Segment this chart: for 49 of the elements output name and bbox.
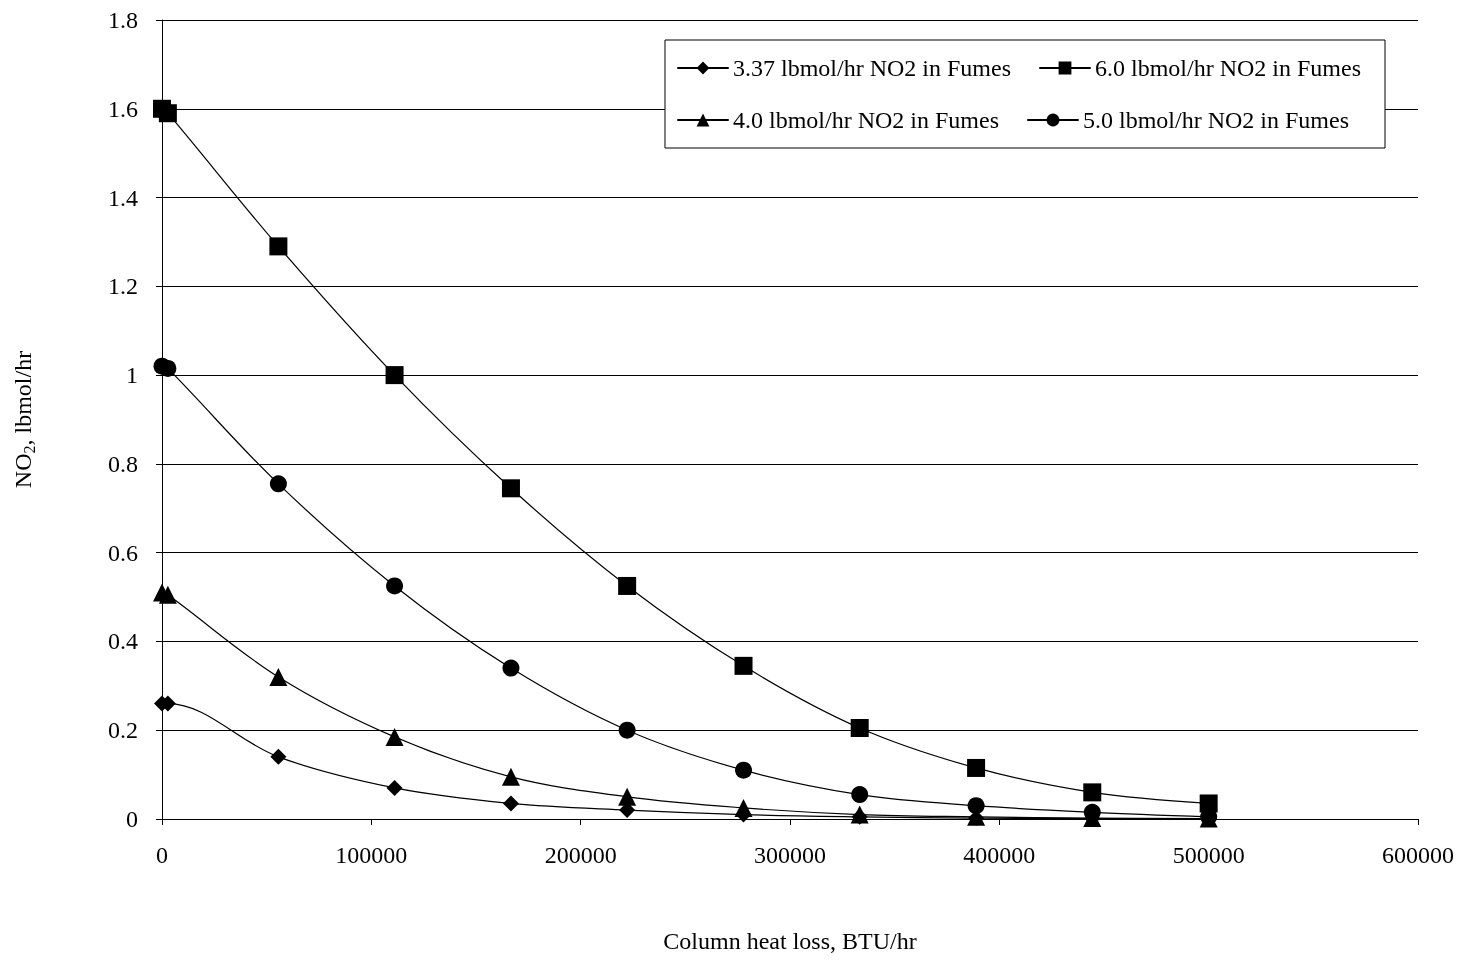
legend-label: 6.0 lbmol/hr NO2 in Fumes xyxy=(1095,55,1362,81)
y-tick-label: 0.6 xyxy=(108,539,138,566)
y-tick-label: 0.2 xyxy=(108,717,138,744)
y-tick-label: 0.4 xyxy=(108,628,138,655)
point xyxy=(270,748,287,765)
x-axis-title: Column heat loss, BTU/hr xyxy=(663,928,917,954)
point xyxy=(386,577,404,595)
y-axis-title: NO2, lbmol/hr xyxy=(10,350,38,489)
point xyxy=(159,359,177,377)
point xyxy=(850,719,869,737)
y-tick-label: 1 xyxy=(126,362,138,389)
legend-label: 4.0 lbmol/hr NO2 in Fumes xyxy=(732,107,1000,133)
y-tick-label: 0.8 xyxy=(108,450,138,477)
x-tick-label: 400000 xyxy=(963,842,1036,868)
point xyxy=(967,758,986,777)
point xyxy=(734,656,753,675)
point xyxy=(618,787,637,806)
x-tick-label: 0 xyxy=(156,842,168,868)
point xyxy=(502,795,519,812)
point xyxy=(1083,783,1102,802)
point xyxy=(269,237,288,256)
point xyxy=(269,667,288,686)
point xyxy=(967,797,985,815)
y-tick-label: 1.4 xyxy=(108,184,138,211)
point xyxy=(501,767,520,786)
point xyxy=(734,798,753,817)
legend-label: 3.37 lbmol/hr NO2 in Fumes xyxy=(732,55,1012,81)
point xyxy=(385,727,404,746)
point xyxy=(618,576,637,595)
legend-label: 5.0 lbmol/hr NO2 in Fumes xyxy=(1083,107,1350,133)
x-tick-label: 600000 xyxy=(1382,842,1454,868)
point xyxy=(501,479,520,498)
point xyxy=(385,366,404,385)
y-tick-label: 1.2 xyxy=(108,273,138,300)
point xyxy=(269,475,287,493)
x-tick-label: 200000 xyxy=(544,842,617,868)
point xyxy=(158,585,177,604)
point xyxy=(386,779,403,796)
x-tick-label: 100000 xyxy=(335,842,408,868)
point xyxy=(158,104,177,123)
point xyxy=(735,761,753,779)
y-tick-label: 0 xyxy=(126,806,138,832)
x-tick-label: 300000 xyxy=(754,842,826,868)
y-tick-label: 1.6 xyxy=(108,95,138,122)
y-tick-label: 1.8 xyxy=(108,7,138,33)
point xyxy=(851,786,869,804)
x-tick-label: 500000 xyxy=(1172,842,1245,868)
point xyxy=(502,659,520,677)
point xyxy=(618,721,636,739)
